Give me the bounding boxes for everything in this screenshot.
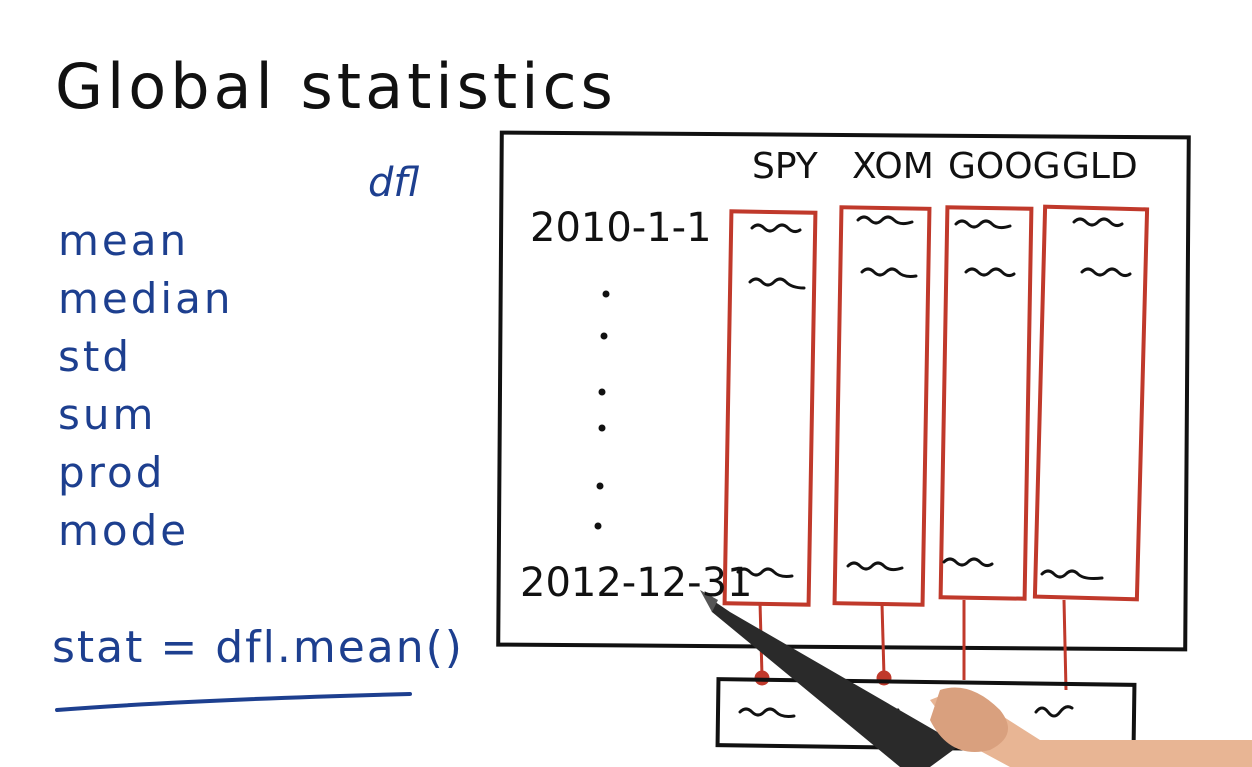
column-highlight-gld bbox=[1032, 204, 1150, 602]
stat-median: median bbox=[58, 274, 234, 323]
column-header-gld: GLD bbox=[1062, 146, 1138, 187]
dataframe-box bbox=[496, 130, 1191, 652]
code-underline bbox=[55, 692, 412, 712]
cell-values-top bbox=[748, 215, 1132, 290]
date-end: 2012-12-31 bbox=[520, 560, 753, 606]
date-start: 2010-1-1 bbox=[530, 205, 712, 251]
stat-sum: sum bbox=[58, 390, 157, 439]
column-header-xom: XOM bbox=[852, 146, 934, 187]
dataframe-label: dfl bbox=[368, 160, 420, 206]
pen-hand bbox=[700, 590, 1252, 767]
column-header-goog: GOOG bbox=[948, 146, 1061, 187]
code-expression: stat = dfl.mean() bbox=[52, 622, 464, 673]
stat-mode: mode bbox=[58, 506, 190, 555]
row-ellipsis bbox=[594, 290, 610, 530]
page-title: Global statistics bbox=[55, 49, 617, 123]
column-header-spy: SPY bbox=[752, 146, 818, 187]
column-highlight-spy bbox=[722, 209, 818, 607]
stat-prod: prod bbox=[58, 448, 166, 497]
stat-mean: mean bbox=[58, 216, 190, 265]
stat-list: mean median std sum prod mode bbox=[58, 212, 233, 560]
stat-std: std bbox=[58, 332, 133, 381]
column-highlight-xom bbox=[832, 205, 932, 607]
column-highlight-goog bbox=[938, 205, 1034, 601]
cell-values-bottom bbox=[736, 557, 1104, 580]
